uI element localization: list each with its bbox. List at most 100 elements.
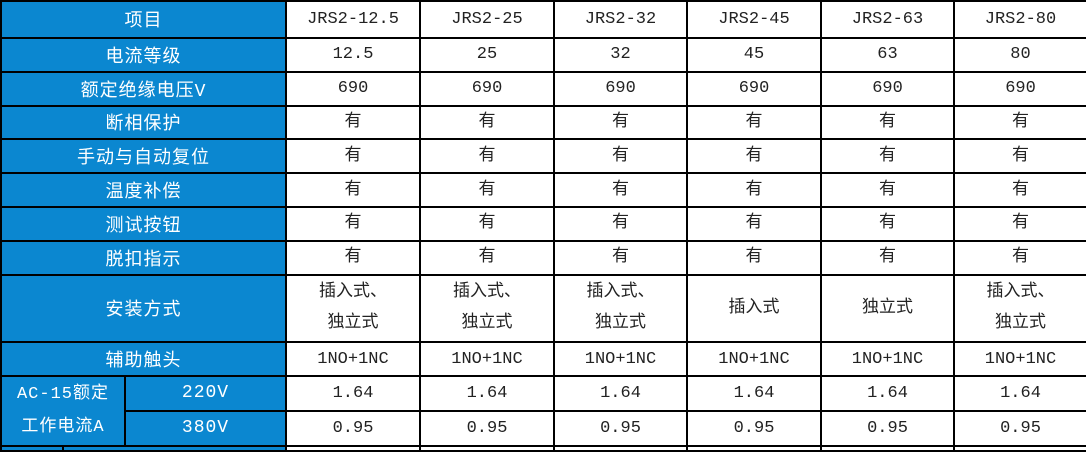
cell-value: 有 — [953, 205, 1086, 242]
cell-value: 1NO+1NC — [285, 341, 421, 378]
cell-value: 有 — [953, 172, 1086, 208]
cell-value: 有 — [820, 104, 955, 141]
row-label-ac15-group: AC-15额定 工作电流A — [0, 375, 126, 447]
row-label-220v: 220V — [124, 375, 287, 412]
row-label-insulation-voltage: 额定绝缘电压V — [0, 70, 287, 107]
partial-value-cell — [820, 444, 955, 452]
cell-value: 0.95 — [686, 409, 822, 447]
cell-value: 1NO+1NC — [953, 341, 1086, 378]
row-label-current-rating: 电流等级 — [0, 36, 287, 73]
cell-value: 1NO+1NC — [553, 341, 688, 378]
cell-value: 690 — [553, 70, 688, 107]
row-label-380v: 380V — [124, 409, 287, 447]
cell-value: 0.95 — [953, 409, 1086, 447]
cell-value: 插入式、 独立式 — [553, 273, 688, 344]
cell-value: 1.64 — [419, 375, 555, 412]
cell-value: 25 — [419, 36, 555, 73]
cell-value: 12.5 — [285, 36, 421, 73]
table-row-temperature-compensation: 温度补偿 有 有 有 有 有 有 — [0, 172, 1086, 208]
row-label-temperature-compensation: 温度补偿 — [0, 172, 287, 208]
cell-value: 有 — [285, 239, 421, 276]
cell-value: 有 — [553, 172, 688, 208]
cell-value: 有 — [686, 239, 822, 276]
table-row-phase-failure-protection: 断相保护 有 有 有 有 有 有 — [0, 104, 1086, 141]
cell-value: 0.95 — [285, 409, 421, 447]
partial-next-row — [0, 444, 1086, 452]
partial-value-cell — [553, 444, 688, 452]
row-label-test-button: 测试按钮 — [0, 205, 287, 242]
cell-value: 有 — [419, 138, 555, 175]
table-row-manual-auto-reset: 手动与自动复位 有 有 有 有 有 有 — [0, 138, 1086, 175]
column-header-jrs2-32: JRS2-32 — [553, 0, 688, 39]
partial-value-cell — [285, 444, 421, 452]
table-row-auxiliary-contacts: 辅助触头 1NO+1NC 1NO+1NC 1NO+1NC 1NO+1NC 1NO… — [0, 341, 1086, 378]
cell-value: 80 — [953, 36, 1086, 73]
column-header-jrs2-12-5: JRS2-12.5 — [285, 0, 421, 39]
cell-value: 有 — [553, 104, 688, 141]
table-row-mounting-type: 安装方式 插入式、 独立式 插入式、 独立式 插入式、 独立式 插入式 独立式 … — [0, 273, 1086, 344]
cell-value: 45 — [686, 36, 822, 73]
cell-value: 有 — [285, 104, 421, 141]
cell-value: 插入式、 独立式 — [419, 273, 555, 344]
cell-value: 有 — [419, 205, 555, 242]
cell-value: 有 — [419, 239, 555, 276]
partial-value-cell — [686, 444, 822, 452]
cell-value: 有 — [686, 205, 822, 242]
cell-value: 有 — [820, 239, 955, 276]
table-row-current-rating: 电流等级 12.5 25 32 45 63 80 — [0, 36, 1086, 73]
cell-value: 有 — [285, 138, 421, 175]
cell-value: 有 — [553, 138, 688, 175]
column-header-jrs2-63: JRS2-63 — [820, 0, 955, 39]
cell-value: 有 — [953, 239, 1086, 276]
cell-value: 有 — [553, 239, 688, 276]
row-label-phase-failure-protection: 断相保护 — [0, 104, 287, 141]
partial-value-cell — [419, 444, 555, 452]
cell-value: 插入式 — [686, 273, 822, 344]
cell-value: 1.64 — [686, 375, 822, 412]
cell-value: 690 — [820, 70, 955, 107]
cell-value: 有 — [953, 104, 1086, 141]
cell-value: 1.64 — [553, 375, 688, 412]
cell-value: 有 — [285, 205, 421, 242]
column-header-jrs2-25: JRS2-25 — [419, 0, 555, 39]
column-header-jrs2-80: JRS2-80 — [953, 0, 1086, 39]
table-row-test-button: 测试按钮 有 有 有 有 有 有 — [0, 205, 1086, 242]
cell-value: 0.95 — [419, 409, 555, 447]
cell-value: 有 — [686, 138, 822, 175]
row-label-trip-indicator: 脱扣指示 — [0, 239, 287, 276]
table-header-row: 项目 JRS2-12.5 JRS2-25 JRS2-32 JRS2-45 JRS… — [0, 0, 1086, 39]
cell-value: 有 — [419, 172, 555, 208]
cell-value: 1NO+1NC — [419, 341, 555, 378]
cell-value: 插入式、 独立式 — [953, 273, 1086, 344]
table-row-trip-indicator: 脱扣指示 有 有 有 有 有 有 — [0, 239, 1086, 276]
table-row-insulation-voltage: 额定绝缘电压V 690 690 690 690 690 690 — [0, 70, 1086, 107]
cell-value: 有 — [553, 205, 688, 242]
partial-label-cell — [0, 444, 287, 452]
cell-value: 1NO+1NC — [686, 341, 822, 378]
cell-value: 690 — [953, 70, 1086, 107]
column-header-jrs2-45: JRS2-45 — [686, 0, 822, 39]
cell-value: 63 — [820, 36, 955, 73]
cell-value: 0.95 — [553, 409, 688, 447]
cell-value: 690 — [686, 70, 822, 107]
partial-value-cell — [953, 444, 1086, 452]
cell-value: 有 — [820, 138, 955, 175]
cell-value: 有 — [686, 172, 822, 208]
cell-value: 有 — [820, 205, 955, 242]
row-label-mounting-type: 安装方式 — [0, 273, 287, 344]
cell-value: 1.64 — [820, 375, 955, 412]
cell-value: 有 — [953, 138, 1086, 175]
cell-value: 独立式 — [820, 273, 955, 344]
cell-value: 有 — [686, 104, 822, 141]
cell-value: 插入式、 独立式 — [285, 273, 421, 344]
cell-value: 1.64 — [953, 375, 1086, 412]
cell-value: 690 — [419, 70, 555, 107]
cell-value: 有 — [820, 172, 955, 208]
cell-value: 1NO+1NC — [820, 341, 955, 378]
row-label-item: 项目 — [0, 0, 287, 39]
row-label-manual-auto-reset: 手动与自动复位 — [0, 138, 287, 175]
row-label-auxiliary-contacts: 辅助触头 — [0, 341, 287, 378]
table-row-ac15-380v: 380V 0.95 0.95 0.95 0.95 0.95 0.95 — [1, 409, 1086, 447]
